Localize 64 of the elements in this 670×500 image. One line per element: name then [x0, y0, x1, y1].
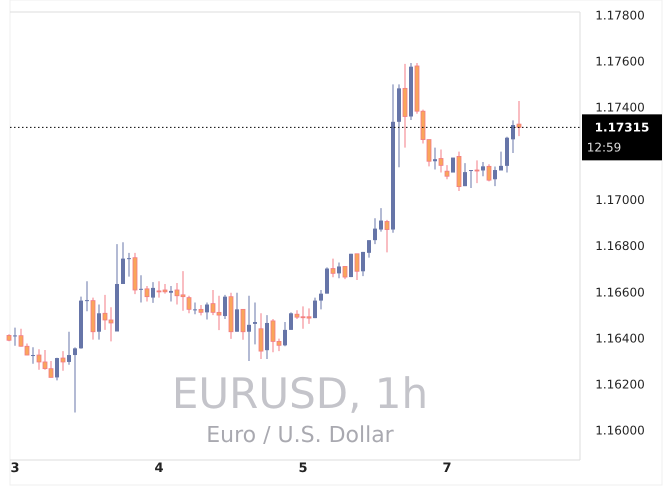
y-tick-label: 1.17400 [595, 100, 645, 115]
candlestick [193, 302, 197, 315]
y-tick-label: 1.17000 [595, 193, 645, 208]
candlestick [85, 280, 89, 312]
text: EURUSD, 1h [172, 369, 428, 418]
candlestick [151, 282, 155, 304]
candlestick [384, 219, 390, 253]
candlestick [486, 164, 492, 182]
candlestick [258, 312, 264, 360]
candlestick [205, 302, 209, 320]
y-tick-label: 1.16600 [595, 285, 645, 300]
text: 12:59 [586, 140, 622, 154]
y-tick-label: 1.16400 [595, 331, 645, 346]
candlestick [198, 304, 204, 316]
y-tick-label: 1.17800 [595, 8, 645, 22]
candlestick [354, 253, 360, 281]
candlestick [438, 148, 444, 174]
candlestick [31, 346, 35, 364]
candlestick [433, 147, 437, 170]
candlestick [342, 266, 348, 280]
y-tick-label: 1.17600 [595, 54, 645, 69]
x-tick-label: 7 [442, 461, 452, 476]
candlestick [313, 297, 317, 319]
candlestick [139, 274, 143, 303]
candlestick [67, 331, 71, 366]
y-tick-label: 1.16800 [595, 239, 645, 254]
candlestick [253, 302, 257, 345]
candlestick [493, 166, 497, 187]
candlestick [289, 312, 293, 330]
candlestick [144, 286, 150, 302]
candlestick [240, 308, 246, 340]
candlestick [511, 120, 515, 154]
y-tick-label: 1.16200 [595, 378, 645, 392]
candlestick [319, 289, 323, 310]
candlestick [283, 322, 287, 347]
candlestick [373, 218, 377, 245]
candlestick [186, 295, 192, 314]
candlestick [367, 240, 371, 258]
candlestick [463, 162, 467, 187]
candlestick [97, 304, 101, 340]
candlestick [60, 350, 66, 372]
candlestick [337, 262, 341, 279]
candlestick [444, 164, 450, 180]
candlestick [481, 161, 485, 177]
x-tick-label: 4 [154, 461, 164, 476]
candlestick [73, 346, 77, 413]
candlestick [499, 151, 503, 171]
candlestick [55, 357, 59, 381]
candlestick [127, 252, 131, 278]
y-tick-label: 1.16000 [595, 424, 645, 438]
candlestick [13, 327, 17, 346]
candlestick [516, 100, 522, 137]
candlestick [235, 292, 239, 332]
candlestick [469, 170, 473, 189]
candlestick [361, 251, 365, 277]
candlestick [330, 258, 336, 278]
candlestick [247, 295, 251, 362]
candlestick [379, 208, 383, 232]
ref-line-label: 1.17315 [594, 120, 650, 134]
x-tick-label: 5 [298, 461, 308, 476]
x-tick-label: 3 [10, 461, 20, 476]
candlestick [223, 294, 227, 320]
text: Euro / U.S. Dollar [206, 423, 395, 448]
candlestick [474, 160, 480, 184]
